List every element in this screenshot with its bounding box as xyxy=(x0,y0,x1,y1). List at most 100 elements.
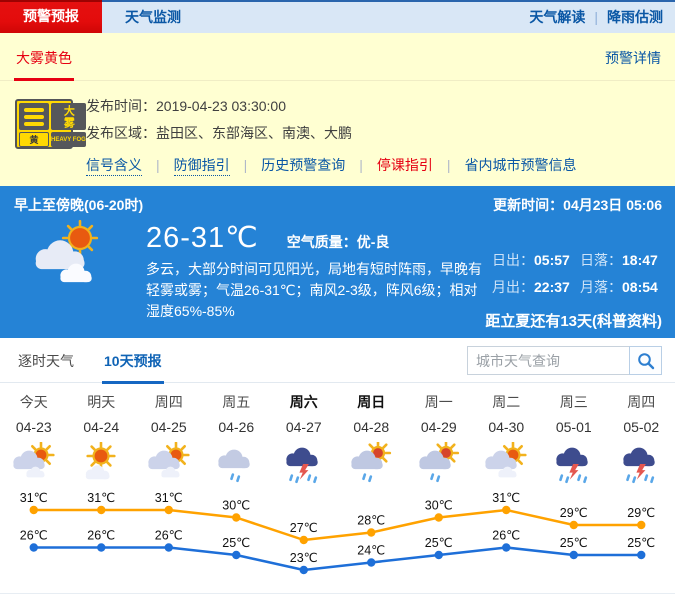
top-right-links: 天气解读 | 降雨估测 xyxy=(529,2,663,33)
top-bar: 预警预报 天气监测 天气解读 | 降雨估测 xyxy=(0,0,675,33)
fog-warning-badge: 大雾 黄 HEAVY FOG xyxy=(15,99,86,149)
forecast-day-column[interactable]: 周日 04-28 xyxy=(338,391,406,487)
svg-text:31℃: 31℃ xyxy=(20,491,48,505)
sun-shower-icon xyxy=(338,441,406,487)
warning-subtab-fog-yellow[interactable]: 大雾黄色 xyxy=(14,48,74,81)
warning-link[interactable]: 信号含义 xyxy=(86,157,142,176)
day-name: 周日 xyxy=(357,394,386,410)
day-name: 今天 xyxy=(19,394,48,410)
forecast-day-column[interactable]: 周三 05-01 xyxy=(540,391,608,487)
warning-subtab-row: 大雾黄色 预警详情 xyxy=(0,33,675,81)
separator: | xyxy=(359,157,363,173)
day-name: 周四 xyxy=(154,394,183,410)
forecast-day-column[interactable]: 周五 04-26 xyxy=(203,391,271,487)
day-name: 周六 xyxy=(289,394,318,410)
day-name: 周三 xyxy=(559,394,588,410)
warning-link[interactable]: 停课指引 xyxy=(376,157,433,173)
warning-link[interactable]: 省内城市预警信息 xyxy=(464,157,577,173)
partly-cloudy-large-icon xyxy=(22,218,120,303)
day-date: 04-28 xyxy=(353,419,390,435)
top-tab[interactable]: 天气监测 xyxy=(125,9,181,25)
sun-moon-times: 日出：05:57 日落：18:47 月出：22:37 月落：08:54 xyxy=(492,250,658,297)
day-name: 周五 xyxy=(222,394,251,410)
sun-shower-icon xyxy=(405,441,473,487)
rain-icon xyxy=(203,441,271,487)
forecast-day-column[interactable]: 周一 04-29 xyxy=(405,391,473,487)
sun-moon-value: 08:54 xyxy=(622,279,658,295)
separator: | xyxy=(594,9,598,25)
forecast-day-column[interactable]: 今天 04-23 xyxy=(0,391,68,487)
air-quality-label: 空气质量： xyxy=(286,234,357,250)
warning-link[interactable]: 历史预警查询 xyxy=(261,157,346,173)
forecast-day-column[interactable]: 周二 04-30 xyxy=(473,391,541,487)
badge-type-label: 大雾 xyxy=(51,103,86,130)
day-date: 05-01 xyxy=(555,419,592,435)
forecast-day-column[interactable]: 周四 05-02 xyxy=(608,391,675,487)
search-input[interactable] xyxy=(467,346,629,375)
sun-moon-item: 日落：18:47 xyxy=(580,250,658,270)
warning-details-link[interactable]: 预警详情 xyxy=(605,50,661,66)
sun-moon-value: 18:47 xyxy=(622,252,658,268)
day-name: 周二 xyxy=(492,394,521,410)
sun-moon-label: 日出： xyxy=(492,252,534,268)
sun-moon-item: 月出：22:37 xyxy=(492,277,580,297)
solar-term-link[interactable]: 距立夏还有13天(科普资料) xyxy=(485,313,662,330)
publish-area-value: 盐田区、东部海区、南澳、大鹏 xyxy=(156,125,352,141)
svg-text:26℃: 26℃ xyxy=(155,529,183,543)
forecast-tab[interactable]: 10天预报 xyxy=(102,338,164,384)
separator: | xyxy=(243,157,248,173)
partly-cloudy-icon xyxy=(135,441,203,487)
svg-text:25℃: 25℃ xyxy=(560,536,588,550)
forecast-day-column[interactable]: 周六 04-27 xyxy=(270,391,338,487)
magnifier-icon xyxy=(637,352,654,369)
svg-text:30℃: 30℃ xyxy=(425,499,453,513)
day-date: 04-23 xyxy=(15,419,52,435)
thunderstorm-icon xyxy=(608,441,675,487)
top-link[interactable]: 降雨估测 xyxy=(607,9,663,25)
publish-time-label: 发布时间： xyxy=(86,98,156,114)
partly-cloudy-icon xyxy=(0,441,68,487)
publish-area-label: 发布区域： xyxy=(86,125,156,141)
sun-moon-value: 22:37 xyxy=(534,279,570,295)
separator: | xyxy=(156,157,160,173)
divider xyxy=(0,593,675,594)
forecast-tab[interactable]: 逐时天气 xyxy=(18,353,74,369)
svg-text:28℃: 28℃ xyxy=(357,514,385,528)
forecast-day-column[interactable]: 明天 04-24 xyxy=(68,391,136,487)
update-time-label: 更新时间： xyxy=(493,197,564,213)
warning-section: 大雾黄色 预警详情 大雾 黄 HEAVY FOG 发布时间：2019-04-23… xyxy=(0,33,675,186)
period-title: 早上至傍晚(06-20时) xyxy=(14,197,144,213)
day-name: 周一 xyxy=(424,394,453,410)
warning-link[interactable]: 防御指引 xyxy=(173,157,230,176)
publish-time-value: 2019-04-23 03:30:00 xyxy=(156,98,286,114)
publish-time-row: 发布时间：2019-04-23 03:30:00 xyxy=(86,93,352,120)
warning-info: 发布时间：2019-04-23 03:30:00 发布区域：盐田区、东部海区、南… xyxy=(86,93,352,147)
day-date: 04-30 xyxy=(488,419,525,435)
thunderstorm-icon xyxy=(540,441,608,487)
thunderstorm-icon xyxy=(270,441,338,487)
top-link[interactable]: 天气解读 xyxy=(529,9,586,25)
sun-moon-label: 月出： xyxy=(492,279,534,295)
sun-moon-label: 日落： xyxy=(580,252,622,268)
day-name: 明天 xyxy=(87,394,116,410)
fog-bars-icon xyxy=(19,103,49,130)
search-button[interactable] xyxy=(629,346,662,375)
svg-text:30℃: 30℃ xyxy=(222,499,250,513)
separator: | xyxy=(446,157,451,173)
svg-text:29℃: 29℃ xyxy=(560,506,588,520)
svg-text:25℃: 25℃ xyxy=(627,536,655,550)
temperature-chart: 31℃ 31℃ 31℃ 30℃ 27℃ 28℃ 30℃ 31℃ 29℃ 29℃ 26℃ 26℃ 26℃ 2… xyxy=(20,491,655,575)
update-time: 更新时间：04月23日 05:06 xyxy=(493,195,662,215)
day-date: 04-29 xyxy=(420,419,457,435)
warning-links: 信号含义 | 防御指引 | 历史预警查询 | 停课指引 | 省内城市预警信息 xyxy=(86,155,577,176)
svg-text:31℃: 31℃ xyxy=(87,491,115,505)
forecast-day-column[interactable]: 周四 04-25 xyxy=(135,391,203,487)
forecast-tabs: 逐时天气 10天预报 xyxy=(0,353,164,384)
top-tab[interactable]: 预警预报 xyxy=(0,0,102,33)
badge-english-label: HEAVY FOG xyxy=(51,132,86,147)
svg-text:26℃: 26℃ xyxy=(492,529,520,543)
mostly-sunny-icon xyxy=(68,441,136,487)
current-weather-section: 早上至傍晚(06-20时) 更新时间：04月23日 05:06 26-31℃ 空… xyxy=(0,186,675,338)
svg-text:25℃: 25℃ xyxy=(425,536,453,550)
